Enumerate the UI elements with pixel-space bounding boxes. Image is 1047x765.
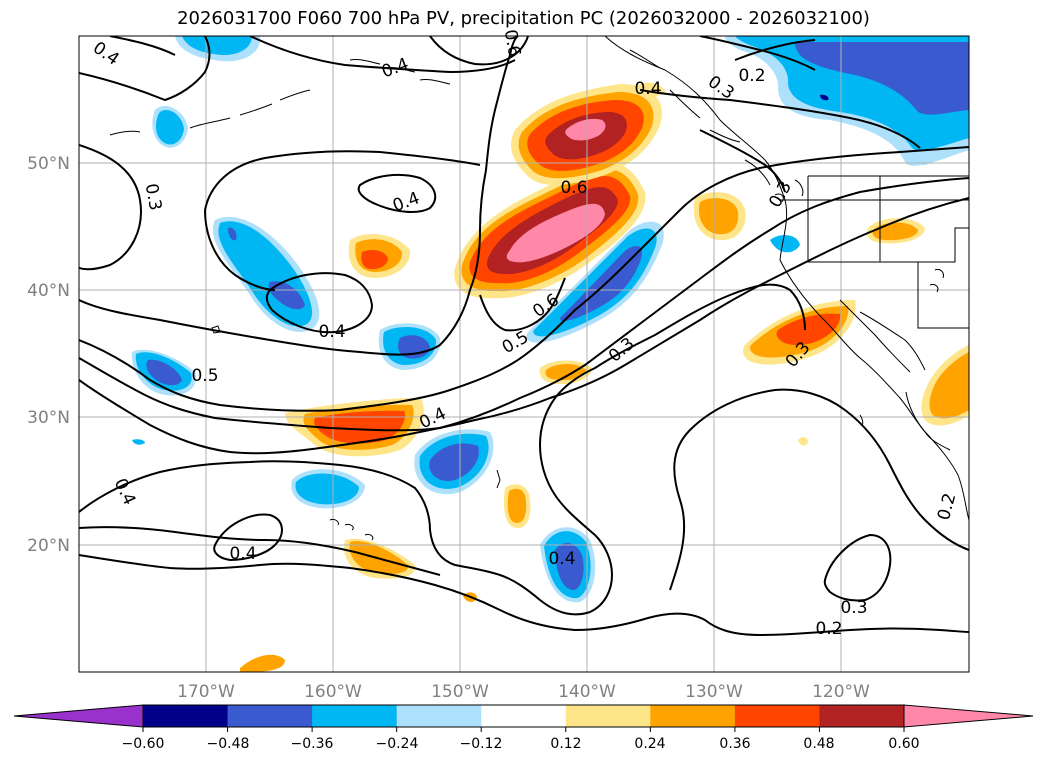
colorbar-segment (227, 705, 313, 727)
lat-label-50n: 50°N (27, 154, 70, 174)
contour-label: 0.3 (141, 182, 165, 212)
colorbar-tick-label: −0.12 (460, 736, 503, 752)
colorbar-extend-left-fill (14, 705, 143, 727)
lat-label-40n: 40°N (27, 281, 70, 301)
lat-label-30n: 30°N (27, 408, 70, 428)
colorbar-tick-labels: −0.60 −0.48 −0.36 −0.24 −0.12 0.12 0.24 … (122, 736, 920, 752)
contour-label: 0.6 (500, 28, 524, 58)
colorbar-segment (734, 705, 820, 727)
lon-label-150w: 150°W (431, 682, 489, 702)
colorbar-tick-label: −0.24 (376, 736, 419, 752)
colorbar-segment (396, 705, 482, 727)
gridlines (79, 36, 969, 672)
positive-precip-shading (240, 82, 969, 672)
contour-label: 0.5 (191, 366, 218, 386)
contour-label: 0.4 (318, 322, 345, 342)
contour-label: 0.3 (840, 598, 867, 618)
colorbar-frame (142, 704, 905, 728)
colorbar-segment (650, 705, 736, 727)
longitude-labels: 170°W 160°W 150°W 140°W 130°W 120°W (177, 682, 870, 702)
lon-label-120w: 120°W (812, 682, 870, 702)
lon-label-130w: 130°W (685, 682, 743, 702)
pos-blob-south (240, 654, 285, 672)
colorbar-segment (143, 705, 229, 727)
lon-label-160w: 160°W (304, 682, 362, 702)
lon-label-140w: 140°W (558, 682, 616, 702)
colorbar-segment (312, 705, 398, 727)
colorbar-segments (14, 705, 1033, 727)
lon-label-170w: 170°W (177, 682, 235, 702)
plot-frame (78, 35, 970, 673)
colorbar-tick-label: 0.36 (719, 736, 750, 752)
colorbar-tick-label: −0.48 (207, 736, 250, 752)
colorbar-tick-label: 0.60 (888, 736, 919, 752)
colorbar-tick-label: 0.48 (803, 736, 834, 752)
pv-contours (79, 36, 969, 637)
colorbar-segment (481, 705, 567, 727)
colorbar-segment (565, 705, 651, 727)
colorbar: −0.60 −0.48 −0.36 −0.24 −0.12 0.12 0.24 … (13, 704, 1034, 752)
colorbar-tick-label: 0.24 (634, 736, 665, 752)
contour-label: 0.4 (229, 544, 256, 564)
contour-label: 0.2 (815, 619, 842, 639)
latitude-labels: 50°N 40°N 30°N 20°N (27, 154, 70, 556)
contour-label: 0.4 (634, 79, 661, 99)
colorbar-segment (819, 705, 905, 727)
colorbar-extend-right-fill (904, 705, 1033, 727)
colorbar-ticks (142, 727, 905, 732)
coastlines (109, 36, 969, 541)
contour-label: 0.2 (738, 66, 765, 86)
lat-label-20n: 20°N (27, 536, 70, 556)
map-title: 2026031700 F060 700 hPa PV, precipitatio… (177, 8, 870, 29)
contour-label: 0.4 (548, 549, 575, 569)
colorbar-tick-label: −0.36 (291, 736, 334, 752)
colorbar-tick-label: −0.60 (122, 736, 165, 752)
colorbar-tick-label: 0.12 (550, 736, 581, 752)
negative-precip-shading (131, 36, 969, 603)
contour-label: 0.6 (560, 178, 587, 198)
